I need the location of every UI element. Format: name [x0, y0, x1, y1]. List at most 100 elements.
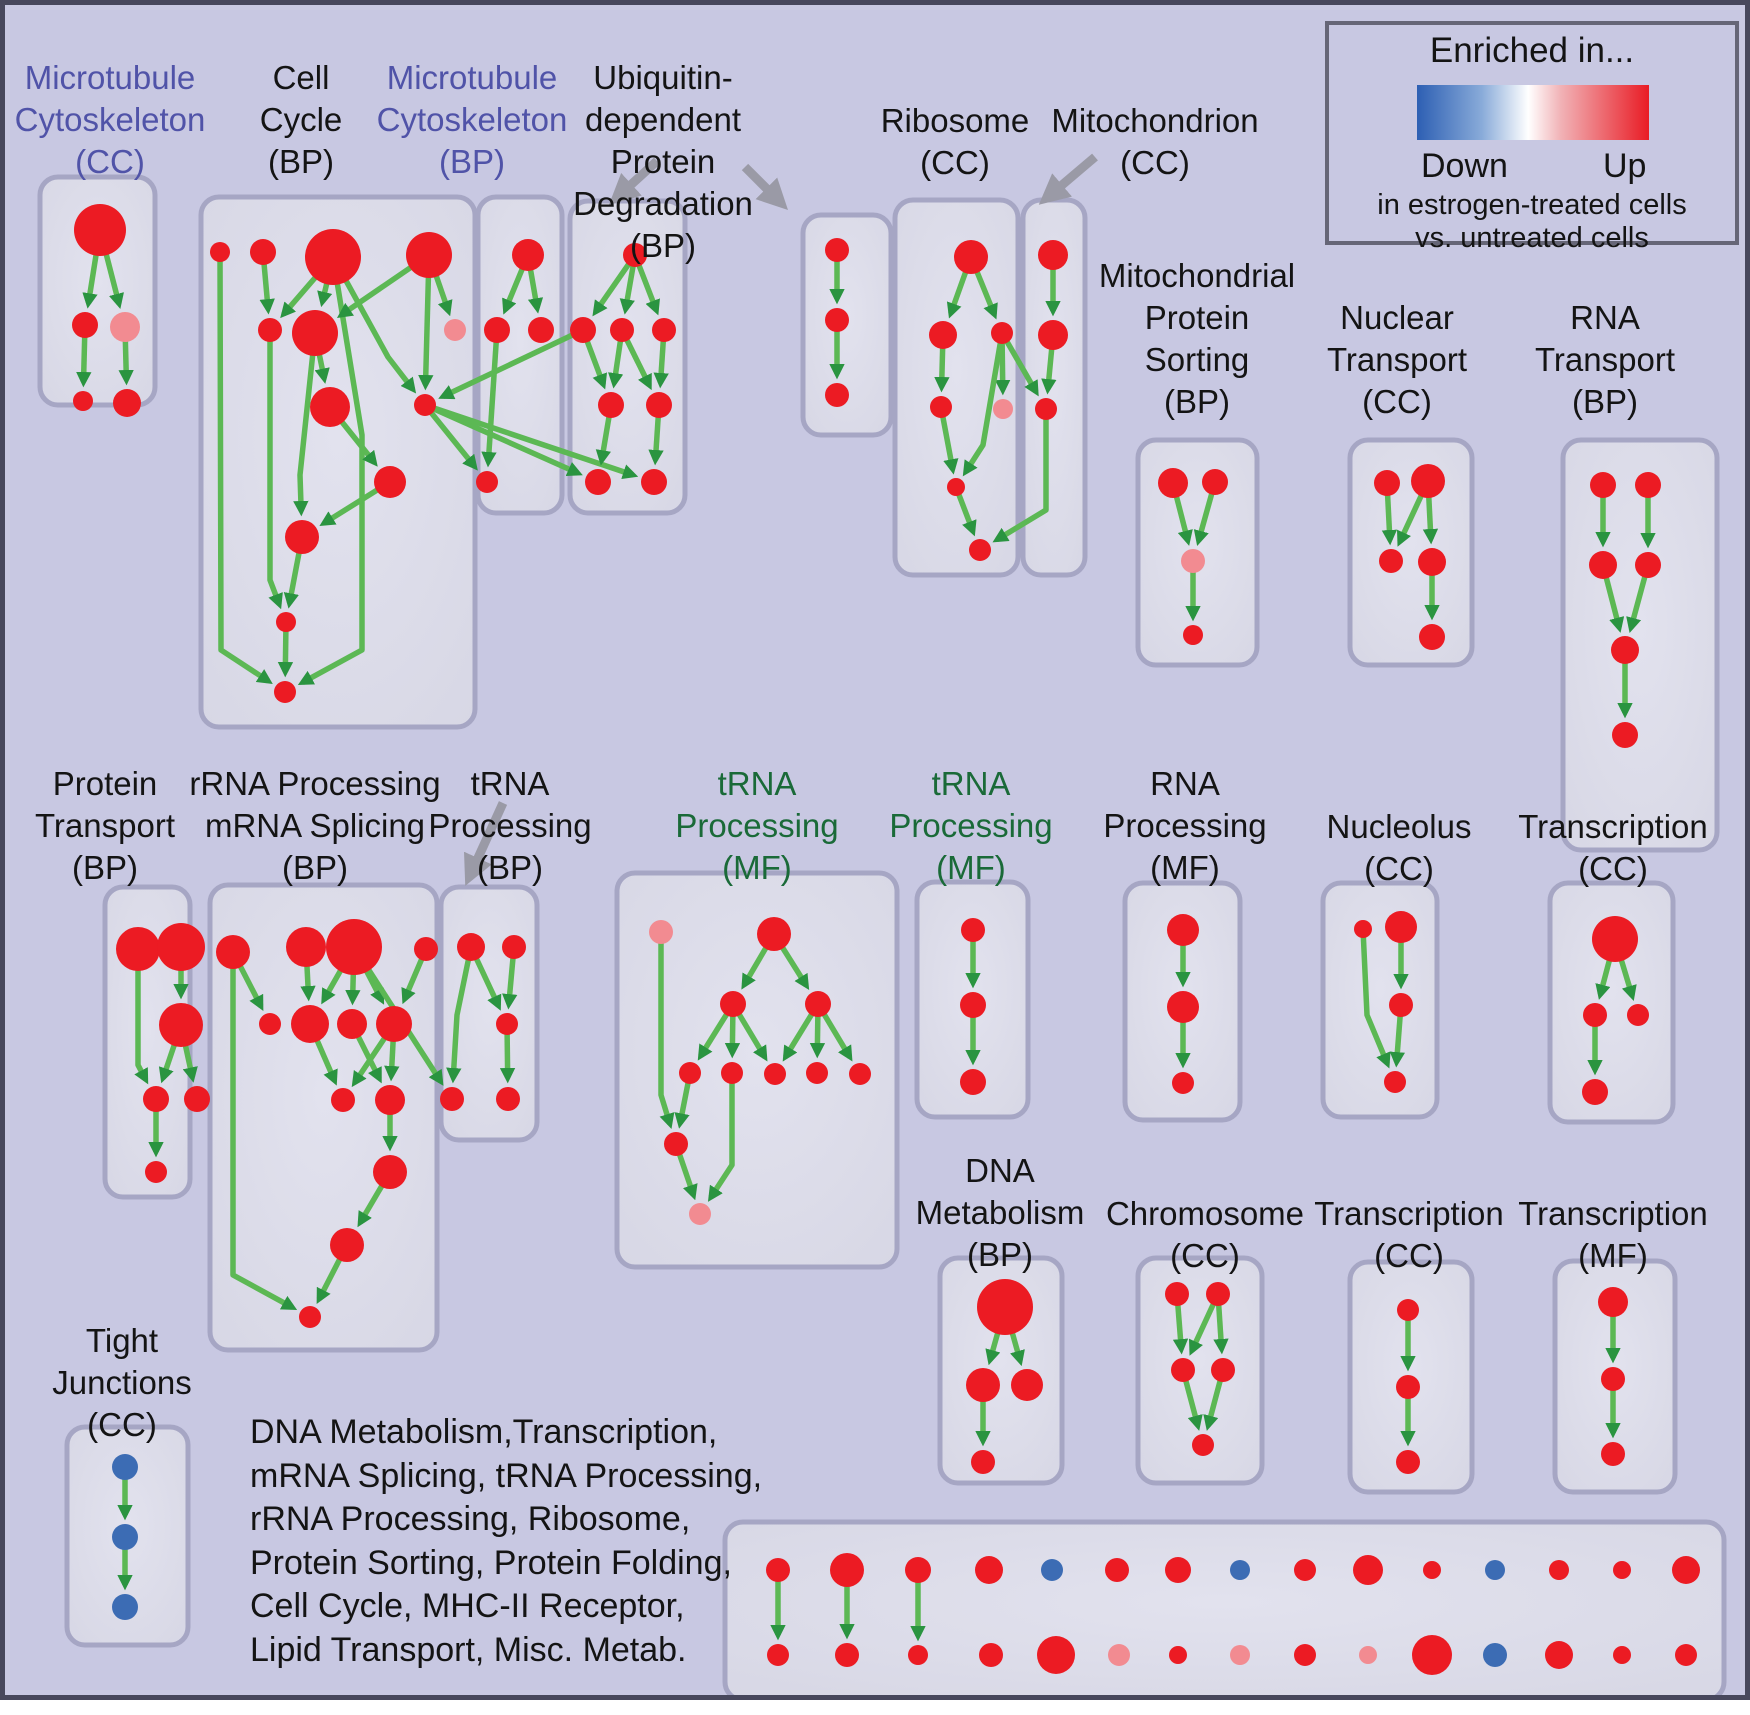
node-X7	[1165, 1557, 1191, 1583]
edge-B1-B13	[217, 251, 273, 684]
label-line: Cytoskeleton	[376, 101, 568, 138]
edge-M1-M4	[446, 946, 474, 1084]
cluster-box-chromosome	[1135, 1255, 1265, 1486]
node-K5	[184, 1086, 210, 1112]
node-Q4	[1384, 1071, 1406, 1093]
node-B7	[444, 319, 466, 341]
label-line: (BP)	[438, 143, 505, 180]
node-T4	[1211, 1358, 1235, 1382]
node-V1	[1598, 1287, 1628, 1317]
node-X8	[1230, 1560, 1250, 1580]
cluster-label-nucleolus-cc: Nucleolus (CC)	[1327, 806, 1472, 890]
node-K3	[159, 1003, 203, 1047]
node-C3	[528, 317, 554, 343]
node-B11	[285, 520, 319, 554]
node-X3	[905, 1557, 931, 1583]
cluster-label-transcription-cc-2: Transcription (CC)	[1314, 1193, 1504, 1277]
node-L6	[291, 1005, 329, 1043]
node-C4	[476, 471, 498, 493]
node-B10	[374, 466, 406, 498]
edge-L1-L13	[230, 952, 298, 1310]
node-D4	[652, 318, 676, 342]
legend-title: Enriched in...	[1429, 31, 1635, 70]
label-line: (BP)	[72, 849, 138, 886]
node-O1	[961, 918, 985, 942]
node-R1	[1592, 916, 1638, 962]
label-line: (CC)	[1374, 1237, 1444, 1274]
label-line: RNA	[1150, 765, 1220, 802]
callout-arrow-3	[464, 801, 508, 886]
label-line: Cycle	[259, 101, 343, 138]
edge-F3-G3	[999, 331, 1039, 397]
label-line: rRNA Processing	[189, 765, 441, 802]
node-J4	[1635, 552, 1661, 578]
node-G3	[1035, 398, 1057, 420]
node-I1	[1374, 470, 1400, 496]
edge-B5-B12	[267, 330, 283, 610]
node-Y4	[979, 1643, 1003, 1667]
edge-Q1-Q4	[1360, 928, 1391, 1069]
node-A5	[113, 389, 141, 417]
node-Y9	[1294, 1644, 1316, 1666]
node-H3	[1181, 549, 1205, 573]
node-D2	[570, 317, 596, 343]
node-Y15	[1675, 1644, 1697, 1666]
node-N1	[757, 917, 791, 951]
node-L12	[330, 1228, 364, 1262]
label-line: Microtubule	[386, 59, 558, 96]
label-line: Transcription	[1518, 808, 1708, 845]
node-N0	[649, 920, 673, 944]
node-D7	[585, 469, 611, 495]
label-line: (CC)	[87, 1406, 157, 1443]
node-I4	[1418, 548, 1446, 576]
node-J6	[1612, 722, 1638, 748]
node-V3	[1601, 1442, 1625, 1466]
node-D5	[598, 392, 624, 418]
node-T3	[1171, 1358, 1195, 1382]
node-N2	[720, 991, 746, 1017]
node-R2	[1583, 1003, 1607, 1027]
edge-N0-N9	[658, 932, 675, 1130]
node-R4	[1582, 1079, 1608, 1105]
node-X5	[1041, 1559, 1063, 1581]
label-line: Cell	[272, 59, 330, 96]
node-Y5	[1037, 1636, 1075, 1674]
edge-B9-C4	[422, 403, 478, 471]
label-line: Processing	[675, 807, 839, 844]
node-M3	[496, 1013, 518, 1035]
node-A4	[73, 391, 93, 411]
cluster-label-tight-junctions-cc: Tight Junctions (CC)	[52, 1320, 191, 1446]
cluster-label-dna-metabolism-bp: DNA Metabolism (BP)	[916, 1150, 1085, 1276]
node-N5	[721, 1062, 743, 1084]
cluster-label-transcription-mf: Transcription (MF)	[1518, 1193, 1708, 1277]
node-L5	[259, 1013, 281, 1035]
cluster-label-trna-processing-mf-1: tRNA Processing (MF)	[675, 763, 838, 889]
label-line: Protein	[1144, 299, 1250, 336]
label-line: Junctions	[52, 1364, 192, 1401]
node-Q3	[1389, 993, 1413, 1017]
label-line: Processing	[1103, 807, 1267, 844]
node-B9	[414, 394, 436, 416]
node-X2	[830, 1553, 864, 1587]
node-N9	[664, 1132, 688, 1156]
node-I5	[1419, 624, 1445, 650]
node-T1	[1165, 1282, 1189, 1306]
label-line: Transport	[1535, 341, 1675, 378]
node-Q1	[1354, 920, 1372, 938]
node-N8	[849, 1063, 871, 1085]
node-P1	[1167, 914, 1199, 946]
cluster-box-nuclear-transport	[1347, 437, 1475, 668]
cluster-box-transcription-cc-1	[1547, 880, 1676, 1125]
node-X9	[1294, 1559, 1316, 1581]
cluster-box-microtubule-bp	[475, 194, 565, 516]
node-Y3	[908, 1645, 928, 1665]
node-K6	[145, 1161, 167, 1183]
node-L9	[331, 1088, 355, 1112]
node-D3	[610, 318, 634, 342]
label-line: Transport	[1327, 341, 1467, 378]
cluster-box-misc	[722, 1519, 1727, 1695]
node-L13	[299, 1306, 321, 1328]
cluster-label-transcription-cc-1: Transcription (CC)	[1518, 806, 1708, 890]
label-line: (MF)	[1578, 1237, 1648, 1274]
